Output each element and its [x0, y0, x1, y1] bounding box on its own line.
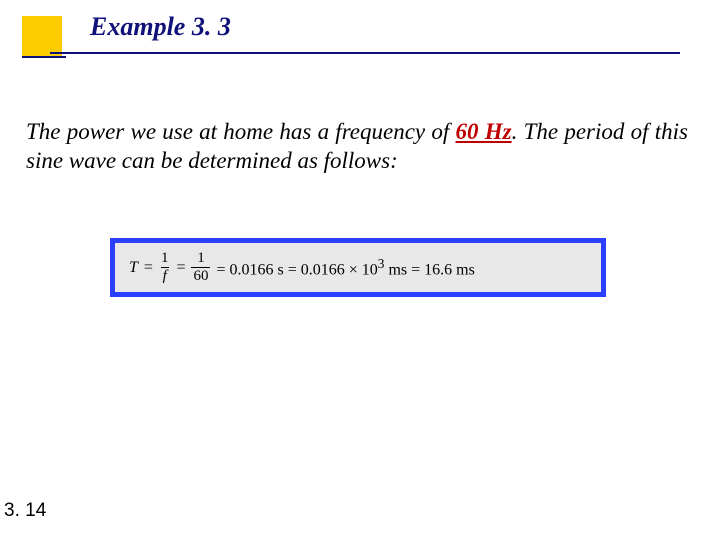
page-number: 3. 14 [4, 500, 46, 522]
frac2-den: 60 [191, 267, 210, 284]
formula-seg1: = 0.0166 s = 0.0166 × 103 ms = 16.6 ms [216, 256, 474, 279]
body-paragraph: The power we use at home has a frequency… [26, 118, 688, 176]
slide-title: Example 3. 3 [90, 12, 231, 42]
title-underline-short [22, 56, 66, 58]
formula-frac-1: 1 f [159, 251, 171, 284]
formula-seg1-text: = 0.0166 s = 0.0166 × 10 [216, 261, 377, 278]
formula-box: T = 1 f = 1 60 = 0.0166 s = 0.0166 × 103… [110, 238, 606, 297]
formula-eq1: = [144, 259, 153, 277]
title-underline-long [50, 52, 680, 54]
formula-T: T [129, 259, 138, 277]
frequency-value: 60 Hz [456, 119, 512, 144]
frac1-den: f [161, 267, 169, 284]
frac2-num: 1 [195, 251, 207, 267]
title-accent-box [22, 16, 62, 56]
frac1-num: 1 [159, 251, 171, 267]
body-text-pre: The power we use at home has a frequency… [26, 119, 456, 144]
formula-eq2: = [176, 259, 185, 277]
formula-seg2-text: ms = 16.6 ms [384, 261, 474, 278]
formula-frac-2: 1 60 [191, 251, 210, 284]
